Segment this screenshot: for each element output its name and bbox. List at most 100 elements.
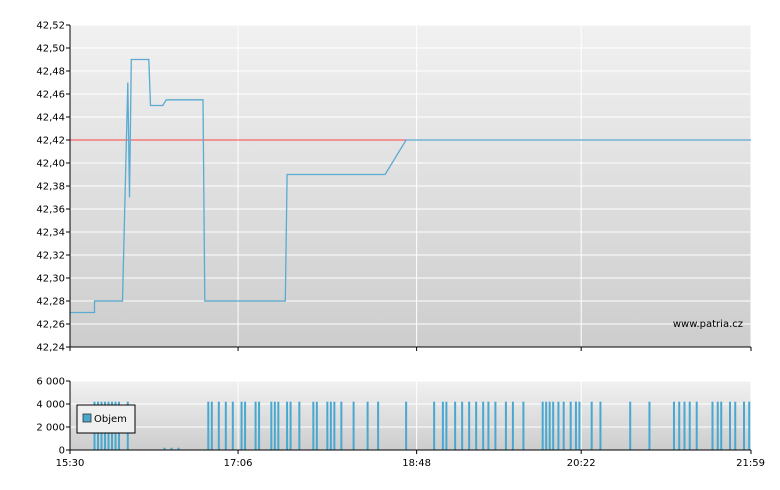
volume-bar [277,401,280,450]
price-y-tick-label: 42,32 [36,251,65,262]
price-y-tick-label: 42,36 [36,205,65,216]
volume-bar [163,447,166,450]
volume-bar [270,401,273,450]
volume-bar [333,401,336,450]
volume-bar [207,401,210,450]
volume-bar [366,401,369,450]
price-x-ticks [69,347,752,351]
volume-y-axis: 0 2 000 4 000 6 000 [36,377,70,457]
volume-bar [548,401,551,450]
price-y-tick-label: 42,26 [36,320,65,331]
volume-bar [545,401,548,450]
volume-bar [177,447,180,450]
price-y-tick-label: 42,38 [36,182,65,193]
volume-bar [711,401,714,450]
volume-bar [326,401,329,450]
volume-bar [590,401,593,450]
price-panel: 42,24 42,26 42,28 42,30 42,32 42,34 42,36 42,38… [36,21,752,354]
volume-bar [170,447,173,450]
volume-bar [224,401,227,450]
volume-bar [244,401,247,450]
legend-swatch [82,413,92,423]
volume-bar [511,401,514,450]
volume-bar [748,401,751,450]
volume-panel: 0 2 000 4 000 6 000 15:30 17:06 18:48 20:22 21:… [36,377,765,470]
volume-bar [441,401,444,450]
volume-bar [329,401,332,450]
volume-bar [683,401,686,450]
time-tick-label: 18:48 [402,458,431,469]
volume-bar [340,401,343,450]
volume-bar [672,401,675,450]
volume-bar [599,401,602,450]
price-y-tick-label: 42,42 [36,136,65,147]
volume-bar [578,401,581,450]
volume-bar [468,401,471,450]
price-y-tick-label: 42,24 [36,343,65,354]
volume-y-tick-label: 2 000 [36,423,65,434]
volume-bar [273,401,276,450]
price-y-tick-label: 42,52 [36,21,65,32]
price-y-tick-label: 42,46 [36,90,65,101]
volume-bar [734,401,737,450]
price-y-tick-label: 42,48 [36,67,65,78]
volume-bar [678,401,681,450]
volume-bar [487,401,490,450]
volume-bar [574,401,577,450]
price-y-axis: 42,24 42,26 42,28 42,30 42,32 42,34 42,36 42,38… [36,21,70,354]
volume-y-tick-label: 6 000 [36,377,65,388]
time-tick-label: 20:22 [567,458,596,469]
volume-bar [475,401,478,450]
price-y-tick-label: 42,34 [36,228,65,239]
volume-bar [210,401,213,450]
volume-bar [695,401,698,450]
volume-bar [433,401,436,450]
volume-y-tick-label: 4 000 [36,400,65,411]
volume-bar [482,401,485,450]
volume-bar [352,401,355,450]
time-axis: 15:30 17:06 18:48 20:22 21:59 [56,450,765,469]
volume-bar [298,401,301,450]
volume-bar [454,401,457,450]
volume-bar [562,401,565,450]
volume-bar [728,401,731,450]
volume-bar [254,401,257,450]
price-line [70,58,751,314]
legend: Objem [76,404,136,434]
volume-bar [541,401,544,450]
volume-bar [557,401,560,450]
volume-bar [461,401,464,450]
price-y-tick-label: 42,44 [36,113,65,124]
volume-bar [494,401,497,450]
volume-bar [231,401,234,450]
volume-bar [552,401,555,450]
price-y-tick-label: 42,40 [36,159,65,170]
price-y-tick-label: 42,28 [36,297,65,308]
volume-bar [688,401,691,450]
volume-bar [445,401,448,450]
volume-bar [504,401,507,450]
volume-bar [258,401,261,450]
time-tick-label: 15:30 [56,458,85,469]
volume-bar [742,401,745,450]
volume-bar [312,401,315,450]
volume-bar [240,401,243,450]
volume-bar [315,401,318,450]
volume-bar [405,401,408,450]
volume-bar [648,401,651,450]
price-y-tick-label: 42,30 [36,274,65,285]
volume-y-tick-label: 0 [59,446,65,457]
legend-label: Objem [94,414,127,425]
volume-bar [720,401,723,450]
volume-bar [569,401,572,450]
volume-bar [289,401,292,450]
time-tick-label: 17:06 [224,458,253,469]
volume-bar [522,401,525,450]
volume-bar [629,401,632,450]
volume-bar [217,401,220,450]
volume-plot-area [70,381,751,450]
price-y-tick-label: 42,50 [36,44,65,55]
volume-bar [286,401,289,450]
volume-bar [377,401,380,450]
